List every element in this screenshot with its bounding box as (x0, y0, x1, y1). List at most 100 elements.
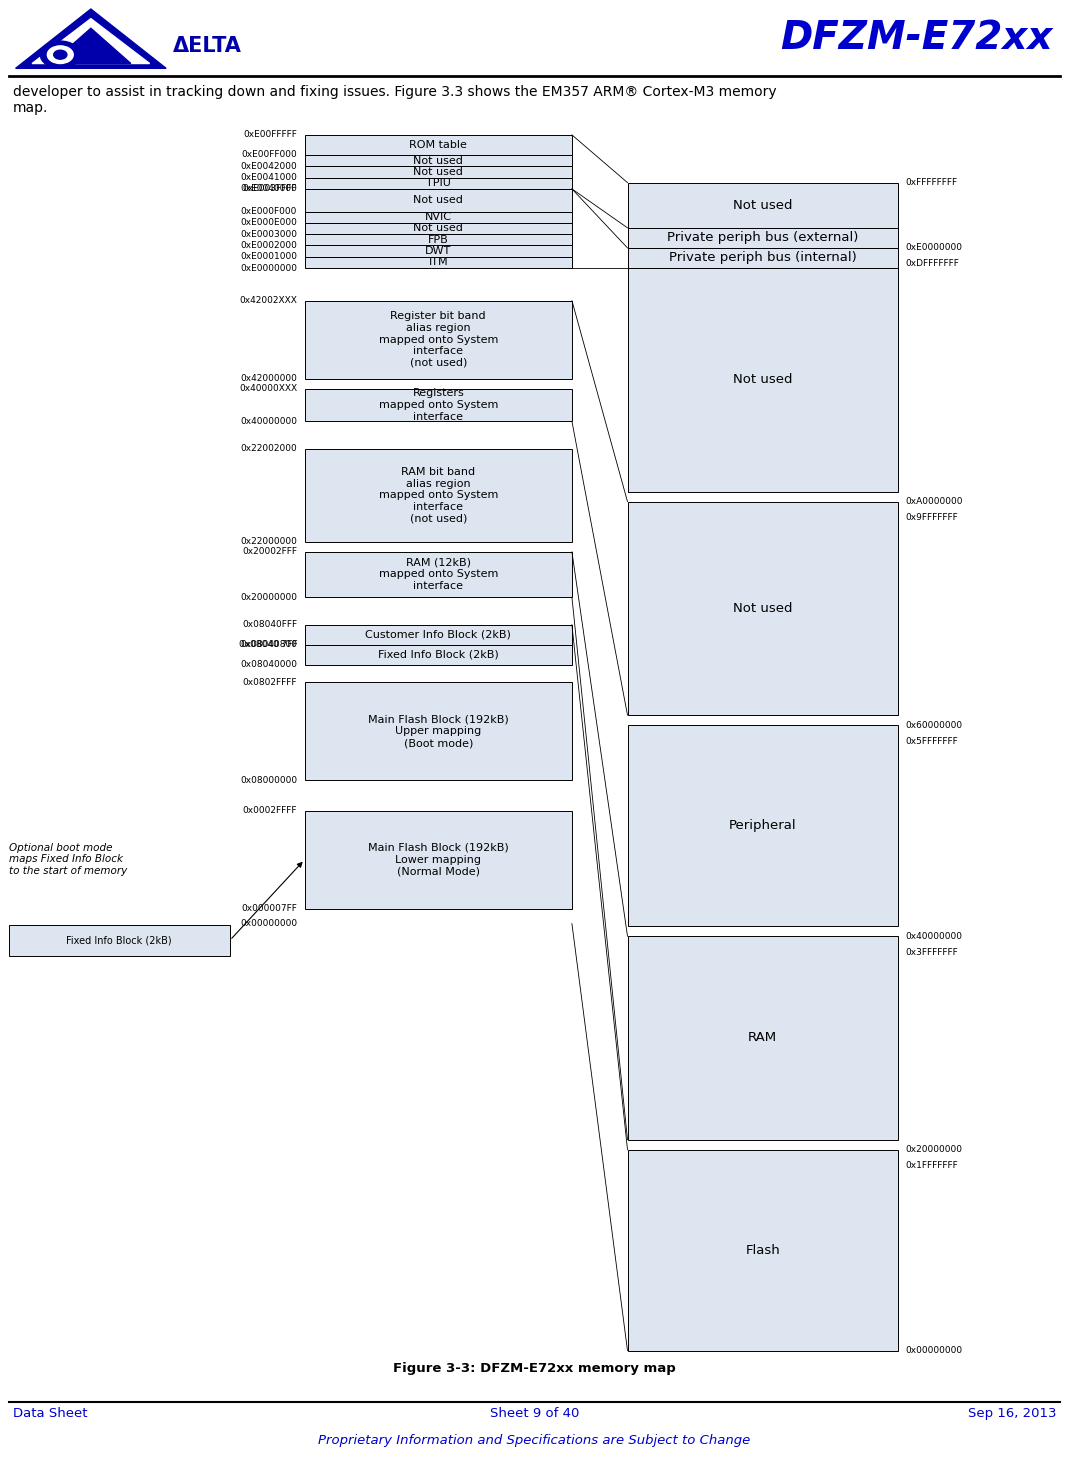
Text: 0x22002000: 0x22002000 (241, 444, 297, 453)
Text: Private periph bus (external): Private periph bus (external) (667, 232, 858, 245)
Bar (628, 726, 898, 927)
Text: Sheet 9 of 40: Sheet 9 of 40 (490, 1407, 579, 1421)
Text: 0xE003FFFF: 0xE003FFFF (243, 185, 297, 194)
Text: RAM: RAM (748, 1032, 777, 1045)
Bar (305, 178, 572, 189)
Text: FPB: FPB (428, 235, 449, 245)
Text: 0x5FFFFFFF: 0x5FFFFFFF (905, 737, 958, 746)
Text: 0x08040 7FF: 0x08040 7FF (238, 640, 297, 650)
Bar (9, 925, 230, 956)
Text: 0x0802FFFF: 0x0802FFFF (243, 678, 297, 688)
Bar (628, 937, 898, 1139)
Text: 0x000007FF: 0x000007FF (242, 903, 297, 914)
Text: Not used: Not used (414, 223, 463, 233)
Bar (305, 810, 572, 909)
Text: 0xE0040000: 0xE0040000 (241, 185, 297, 194)
Circle shape (53, 50, 67, 60)
Bar (628, 227, 898, 248)
Text: 0xE0042000: 0xE0042000 (241, 162, 297, 170)
Text: 0x20000000: 0x20000000 (905, 1145, 962, 1154)
Text: Proprietary Information and Specifications are Subject to Change: Proprietary Information and Specificatio… (319, 1434, 750, 1447)
Bar (628, 248, 898, 268)
Text: Not used: Not used (733, 373, 792, 386)
Bar (305, 223, 572, 235)
Text: 0xA0000000: 0xA0000000 (905, 497, 963, 506)
Bar (305, 154, 572, 166)
Text: Not used: Not used (733, 198, 792, 211)
Text: TPIU: TPIU (425, 178, 451, 188)
Text: ROM table: ROM table (409, 140, 467, 150)
Bar (628, 1150, 898, 1351)
Text: 0xE0000000: 0xE0000000 (241, 264, 297, 272)
Text: 0xE0002000: 0xE0002000 (241, 240, 297, 251)
Text: Not used: Not used (414, 195, 463, 205)
Text: 0x60000000: 0x60000000 (905, 721, 962, 730)
Text: Flash: Flash (745, 1244, 780, 1257)
Bar (305, 682, 572, 781)
Text: 0x40000000: 0x40000000 (241, 417, 297, 425)
Bar (305, 235, 572, 245)
Text: 0xE00FF000: 0xE00FF000 (242, 150, 297, 159)
Bar (305, 211, 572, 223)
Text: 0x20002FFF: 0x20002FFF (243, 548, 297, 557)
Bar (305, 256, 572, 268)
Text: 0x40000XXX: 0x40000XXX (239, 385, 297, 393)
Text: DFZM-E72xx: DFZM-E72xx (780, 19, 1053, 57)
Text: 0xFFFFFFFF: 0xFFFFFFFF (905, 178, 958, 186)
Bar (305, 625, 572, 645)
Text: 0xE0003000: 0xE0003000 (241, 230, 297, 239)
Text: Sep 16, 2013: Sep 16, 2013 (967, 1407, 1056, 1421)
Bar (305, 449, 572, 542)
Text: ΔELTA: ΔELTA (173, 36, 242, 55)
Text: 0x42000000: 0x42000000 (241, 374, 297, 383)
Text: 0xE0001000: 0xE0001000 (241, 252, 297, 261)
Polygon shape (32, 19, 150, 64)
Text: 0x1FFFFFFF: 0x1FFFFFFF (905, 1161, 958, 1170)
Text: 0x00000000: 0x00000000 (241, 919, 297, 928)
Bar (305, 645, 572, 664)
Bar (305, 245, 572, 256)
Text: Private periph bus (internal): Private periph bus (internal) (669, 252, 856, 265)
Text: Figure 3-3: DFZM-E72xx memory map: Figure 3-3: DFZM-E72xx memory map (393, 1362, 676, 1375)
Text: 0x08040FFF: 0x08040FFF (242, 621, 297, 629)
Text: Optional boot mode
maps Fixed Info Block
to the start of memory: Optional boot mode maps Fixed Info Block… (9, 842, 127, 876)
Text: 0x20000000: 0x20000000 (241, 593, 297, 602)
Bar (628, 501, 898, 715)
Text: Customer Info Block (2kB): Customer Info Block (2kB) (366, 629, 511, 640)
Text: 0xE000E000: 0xE000E000 (241, 219, 297, 227)
Bar (628, 182, 898, 227)
Text: Not used: Not used (414, 156, 463, 166)
Bar (305, 189, 572, 211)
Text: 0xE0000000: 0xE0000000 (905, 243, 962, 252)
Bar (305, 552, 572, 597)
Circle shape (47, 47, 73, 64)
Circle shape (41, 41, 80, 68)
Bar (305, 300, 572, 379)
Text: 0x22000000: 0x22000000 (241, 538, 297, 546)
Polygon shape (51, 28, 130, 64)
Polygon shape (16, 9, 166, 68)
Bar (305, 166, 572, 178)
Text: RAM bit band
alias region
mapped onto System
interface
(not used): RAM bit band alias region mapped onto Sy… (378, 468, 498, 523)
Text: 0xE000F000: 0xE000F000 (241, 207, 297, 216)
Text: Registers
mapped onto System
interface: Registers mapped onto System interface (378, 389, 498, 421)
Text: 0x08000000: 0x08000000 (241, 777, 297, 785)
Text: 0x42002XXX: 0x42002XXX (239, 296, 297, 305)
Text: Not used: Not used (733, 602, 792, 615)
Text: 0x0002FFFF: 0x0002FFFF (243, 806, 297, 814)
Text: Register bit band
alias region
mapped onto System
interface
(not used): Register bit band alias region mapped on… (378, 312, 498, 367)
Bar (628, 268, 898, 491)
Text: Fixed Info Block (2kB): Fixed Info Block (2kB) (66, 935, 172, 946)
Text: NVIC: NVIC (424, 213, 452, 221)
Text: 0xE0041000: 0xE0041000 (241, 173, 297, 182)
Text: ITM: ITM (429, 258, 448, 268)
Text: 0xE00FFFFF: 0xE00FFFFF (244, 130, 297, 140)
Bar (305, 389, 572, 421)
Text: 0xDFFFFFFF: 0xDFFFFFFF (905, 259, 959, 268)
Text: Fixed Info Block (2kB): Fixed Info Block (2kB) (378, 650, 498, 660)
Text: 0x9FFFFFFF: 0x9FFFFFFF (905, 513, 958, 522)
Bar (305, 136, 572, 154)
Text: Not used: Not used (414, 168, 463, 176)
Text: developer to assist in tracking down and fixing issues. Figure 3.3 shows the EM3: developer to assist in tracking down and… (13, 85, 776, 115)
Text: Main Flash Block (192kB)
Lower mapping
(Normal Mode): Main Flash Block (192kB) Lower mapping (… (368, 844, 509, 876)
